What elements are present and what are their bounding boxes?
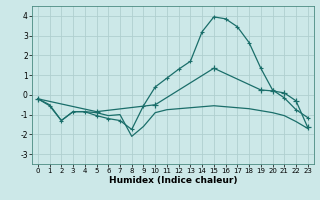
X-axis label: Humidex (Indice chaleur): Humidex (Indice chaleur) [108,176,237,185]
